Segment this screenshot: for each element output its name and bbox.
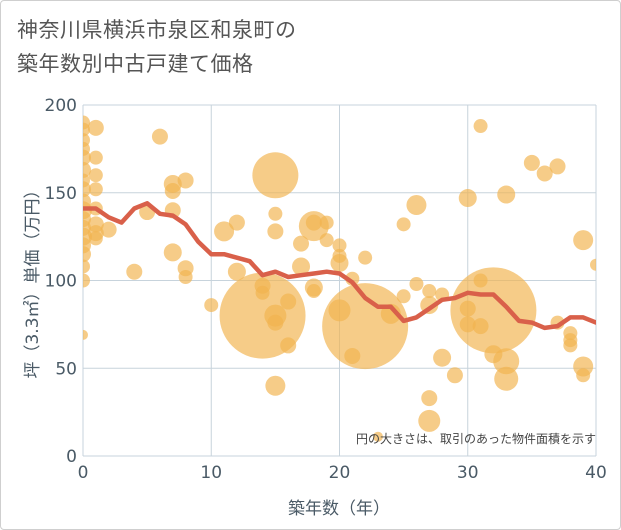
bubble-point: [396, 217, 411, 232]
bubble-point: [396, 289, 411, 304]
axis-ticks: 0 10 20 30 40 0 50 100 150 200: [45, 96, 607, 483]
bubble-layer: [83, 115, 596, 442]
bubble-point: [204, 298, 219, 313]
bubble-point: [406, 195, 427, 216]
bubble-point: [88, 150, 103, 165]
bubble-point: [332, 248, 347, 263]
bubble-point: [422, 284, 437, 299]
bubble-point: [280, 337, 297, 354]
bubble-point: [433, 348, 452, 367]
y-axis-label: 坪（3.3㎡）単価（万円）: [23, 181, 43, 378]
bubble-point: [265, 375, 286, 396]
bubble-point: [344, 347, 361, 364]
chart-title: 神奈川県横浜市泉区和泉町の 築年数別中古戸建て価格: [17, 13, 297, 81]
x-axis-label: 築年数（年）: [288, 499, 390, 519]
bubble-point: [267, 314, 284, 331]
bubble-point: [164, 182, 181, 199]
y-tick-label: 200: [45, 96, 77, 116]
bubble-point: [280, 293, 297, 310]
x-tick-label: 10: [200, 463, 222, 483]
bubble-point: [83, 273, 90, 288]
bubble-point: [305, 214, 322, 231]
chart-title-line-2: 築年数別中古戸建て価格: [17, 52, 254, 76]
x-tick-label: 20: [329, 463, 351, 483]
bubble-point: [418, 409, 441, 432]
bubble-point: [177, 172, 194, 189]
bubble-point: [459, 300, 476, 317]
bubble-point: [409, 277, 424, 292]
bubble-point: [227, 262, 246, 281]
bubble-point: [87, 119, 104, 136]
bubble-point: [88, 168, 103, 183]
average-line-layer: [83, 201, 596, 331]
bubble-point: [163, 243, 182, 262]
bubble-point: [306, 284, 321, 299]
bubble-point: [536, 165, 553, 182]
x-tick-label: 30: [457, 463, 479, 483]
x-tick-label: 0: [78, 463, 89, 483]
bubble-point: [328, 299, 351, 322]
bubble-point: [255, 285, 270, 300]
bubble-point: [473, 119, 488, 134]
bubble-point: [267, 223, 284, 240]
bubble-point: [88, 231, 103, 246]
bubble-point: [590, 258, 596, 271]
bubble-point: [446, 367, 463, 384]
bubble-point: [178, 269, 193, 284]
bubble-point: [372, 431, 383, 442]
bubble-point: [358, 250, 373, 265]
bubble-point: [473, 273, 488, 288]
y-tick-label: 0: [66, 447, 77, 467]
bubble-point: [563, 338, 578, 353]
bubble-point: [459, 316, 476, 333]
bubble-point: [494, 366, 519, 391]
bubble-point: [576, 368, 591, 383]
bubble-point: [484, 345, 503, 364]
bubble-point: [83, 329, 88, 340]
bubble-point: [573, 230, 594, 251]
bubble-point: [421, 390, 438, 407]
bubble-point: [450, 267, 537, 354]
bubble-point: [497, 185, 516, 204]
bubble-point: [88, 182, 103, 197]
bubble-point: [319, 215, 334, 230]
bubble-point: [228, 214, 245, 231]
bubble-point: [292, 257, 311, 276]
bubble-point: [219, 272, 306, 359]
bubble-point: [549, 158, 566, 175]
bubble-point: [100, 221, 117, 238]
y-tick-label: 50: [55, 359, 77, 379]
bubble-point: [332, 238, 347, 253]
bubble-point: [458, 189, 477, 208]
average-price-line: [83, 201, 596, 331]
bubble-point: [83, 193, 91, 210]
y-tick-label: 150: [45, 184, 77, 204]
bubble-point: [319, 233, 334, 248]
bubble-point: [83, 122, 90, 137]
y-tick-label: 100: [45, 272, 77, 292]
bubble-point: [523, 154, 540, 171]
chart-title-line-1: 神奈川県横浜市泉区和泉町の: [17, 18, 297, 42]
bubble-point: [293, 235, 310, 252]
bubble-point: [83, 259, 90, 274]
bubble-point: [83, 246, 91, 263]
bubble-point: [268, 206, 283, 221]
bubble-point: [83, 141, 90, 156]
bubble-point: [472, 318, 489, 335]
size-annotation: 円の大きさは、取引のあった物件面積を示す: [356, 431, 596, 446]
bubble-point: [83, 173, 90, 188]
bubble-point: [126, 263, 143, 280]
bubble-point: [252, 152, 299, 199]
x-tick-label: 40: [585, 463, 607, 483]
bubble-point: [214, 221, 235, 242]
bubble-point: [151, 128, 168, 145]
